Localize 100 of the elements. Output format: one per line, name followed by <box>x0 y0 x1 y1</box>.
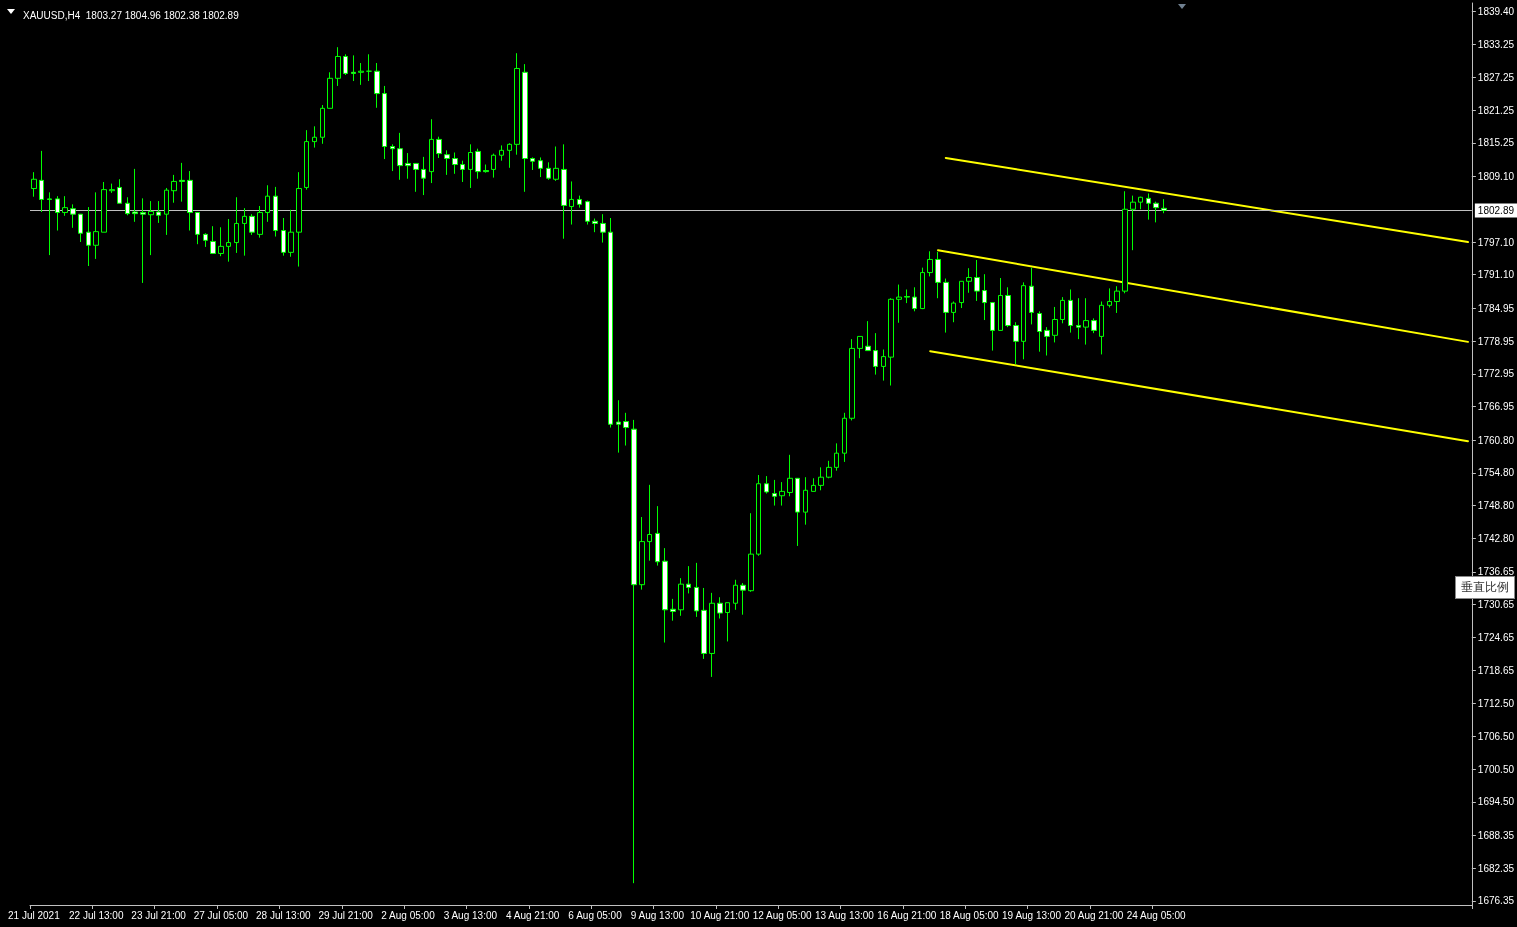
candlestick <box>990 302 995 352</box>
candlestick <box>210 225 216 254</box>
y-tick-label: 1815.25 <box>1477 137 1515 149</box>
x-tick-label: 4 Aug 21:00 <box>506 909 560 921</box>
candlestick <box>772 479 777 507</box>
x-tick-label: 2 Aug 05:00 <box>381 909 436 921</box>
candlestick <box>234 196 239 254</box>
candlestick <box>468 143 473 189</box>
x-tick-label: 10 Aug 21:00 <box>690 909 750 921</box>
candlestick <box>1161 198 1167 214</box>
candlestick <box>273 186 278 238</box>
text: XAUUSD,H4 1803.27 1804.96 1802.38 1802.89 <box>23 9 240 21</box>
candlestick <box>335 46 341 87</box>
candlestick <box>312 125 317 149</box>
candlestick <box>1029 267 1034 325</box>
x-tick-label: 13 Aug 13:00 <box>814 909 875 921</box>
candlestick <box>530 156 535 171</box>
candlestick <box>421 156 426 196</box>
candlestick <box>982 273 987 321</box>
x-tick-label: 27 Jul 05:00 <box>193 909 249 921</box>
candlestick <box>740 582 746 616</box>
candlestick <box>1114 285 1120 314</box>
candlestick <box>912 286 917 312</box>
candlestick <box>288 209 294 258</box>
x-tick-label: 19 Aug 13:00 <box>1002 909 1062 921</box>
candlestick <box>39 150 44 213</box>
y-tick-label: 1694.50 <box>1477 796 1515 808</box>
x-tick-label: 23 Jul 21:00 <box>131 909 187 921</box>
y-tick-label: 1712.50 <box>1477 698 1515 710</box>
candlestick <box>304 129 309 191</box>
y-tick-label: 1784.95 <box>1477 302 1515 314</box>
candlestick <box>93 191 99 260</box>
candlestick <box>779 481 785 507</box>
candlestick <box>1146 192 1151 221</box>
candlestick <box>896 284 902 324</box>
candlestick <box>585 200 590 226</box>
candlestick <box>281 217 286 257</box>
candlestick <box>826 460 832 479</box>
candlestick <box>849 338 855 421</box>
candlestick <box>179 162 185 203</box>
candlestick <box>1099 300 1104 355</box>
candlestick <box>405 152 411 180</box>
candlestick <box>156 200 161 224</box>
candlestick <box>631 419 637 884</box>
candlestick <box>55 195 60 232</box>
candlestick <box>444 149 450 176</box>
candlestick <box>865 320 871 352</box>
candlestick <box>1052 306 1058 343</box>
candlestick <box>343 53 348 76</box>
candlestick <box>655 505 660 567</box>
y-tick-label: 1778.95 <box>1477 335 1515 347</box>
y-tick-label: 1833.25 <box>1477 39 1515 51</box>
candlestick <box>733 579 738 611</box>
candlestick <box>249 213 255 236</box>
candlestick <box>764 475 769 495</box>
candlestick <box>218 226 224 257</box>
candlestick <box>70 203 76 229</box>
candlestick <box>959 280 964 309</box>
candlestick <box>1153 201 1159 223</box>
candlestick <box>600 213 606 244</box>
candlestick <box>78 213 83 243</box>
x-tick-label: 21 Jul 2021 <box>8 909 61 921</box>
candlestick <box>125 196 130 216</box>
candlestick <box>86 206 91 267</box>
candlestick <box>803 476 808 526</box>
candlestick <box>265 184 270 223</box>
candlestick <box>561 143 567 240</box>
y-tick-label: 1754.80 <box>1477 467 1515 479</box>
candlestick <box>538 156 543 178</box>
candlestick <box>787 454 793 497</box>
candlestick <box>117 178 122 204</box>
candlestick <box>694 562 699 618</box>
x-tick-label: 3 Aug 13:00 <box>443 909 498 921</box>
y-tick-label: 1839.40 <box>1477 5 1515 17</box>
candlestick <box>374 62 380 109</box>
candlestick <box>974 259 980 302</box>
candlestick <box>351 54 356 82</box>
candlestick <box>1044 326 1050 357</box>
candlestick <box>756 474 761 557</box>
candlestick <box>795 477 800 547</box>
x-tick-label: 12 Aug 05:00 <box>752 909 813 921</box>
x-tick-label: 20 Aug 21:00 <box>1064 909 1124 921</box>
y-tick-label: 1730.65 <box>1477 599 1515 611</box>
candlestick <box>101 181 107 233</box>
x-tick-label: 29 Jul 21:00 <box>318 909 374 921</box>
candlestick <box>904 288 910 304</box>
candlestick <box>1107 287 1112 308</box>
y-tick-label: 1827.25 <box>1477 71 1515 83</box>
annotation: 垂直比例 <box>1455 576 1515 599</box>
candlestick <box>1068 288 1073 334</box>
candlestick <box>1076 297 1081 340</box>
candlestick <box>623 412 629 447</box>
candlestick <box>553 146 559 182</box>
candlestick <box>834 442 839 472</box>
y-tick-label: 1791.10 <box>1477 269 1515 281</box>
candlestick <box>647 484 652 562</box>
candlestick <box>608 217 613 429</box>
x-tick-label: 16 Aug 21:00 <box>877 909 937 921</box>
candlestick <box>382 85 387 160</box>
candlestick <box>429 118 434 184</box>
